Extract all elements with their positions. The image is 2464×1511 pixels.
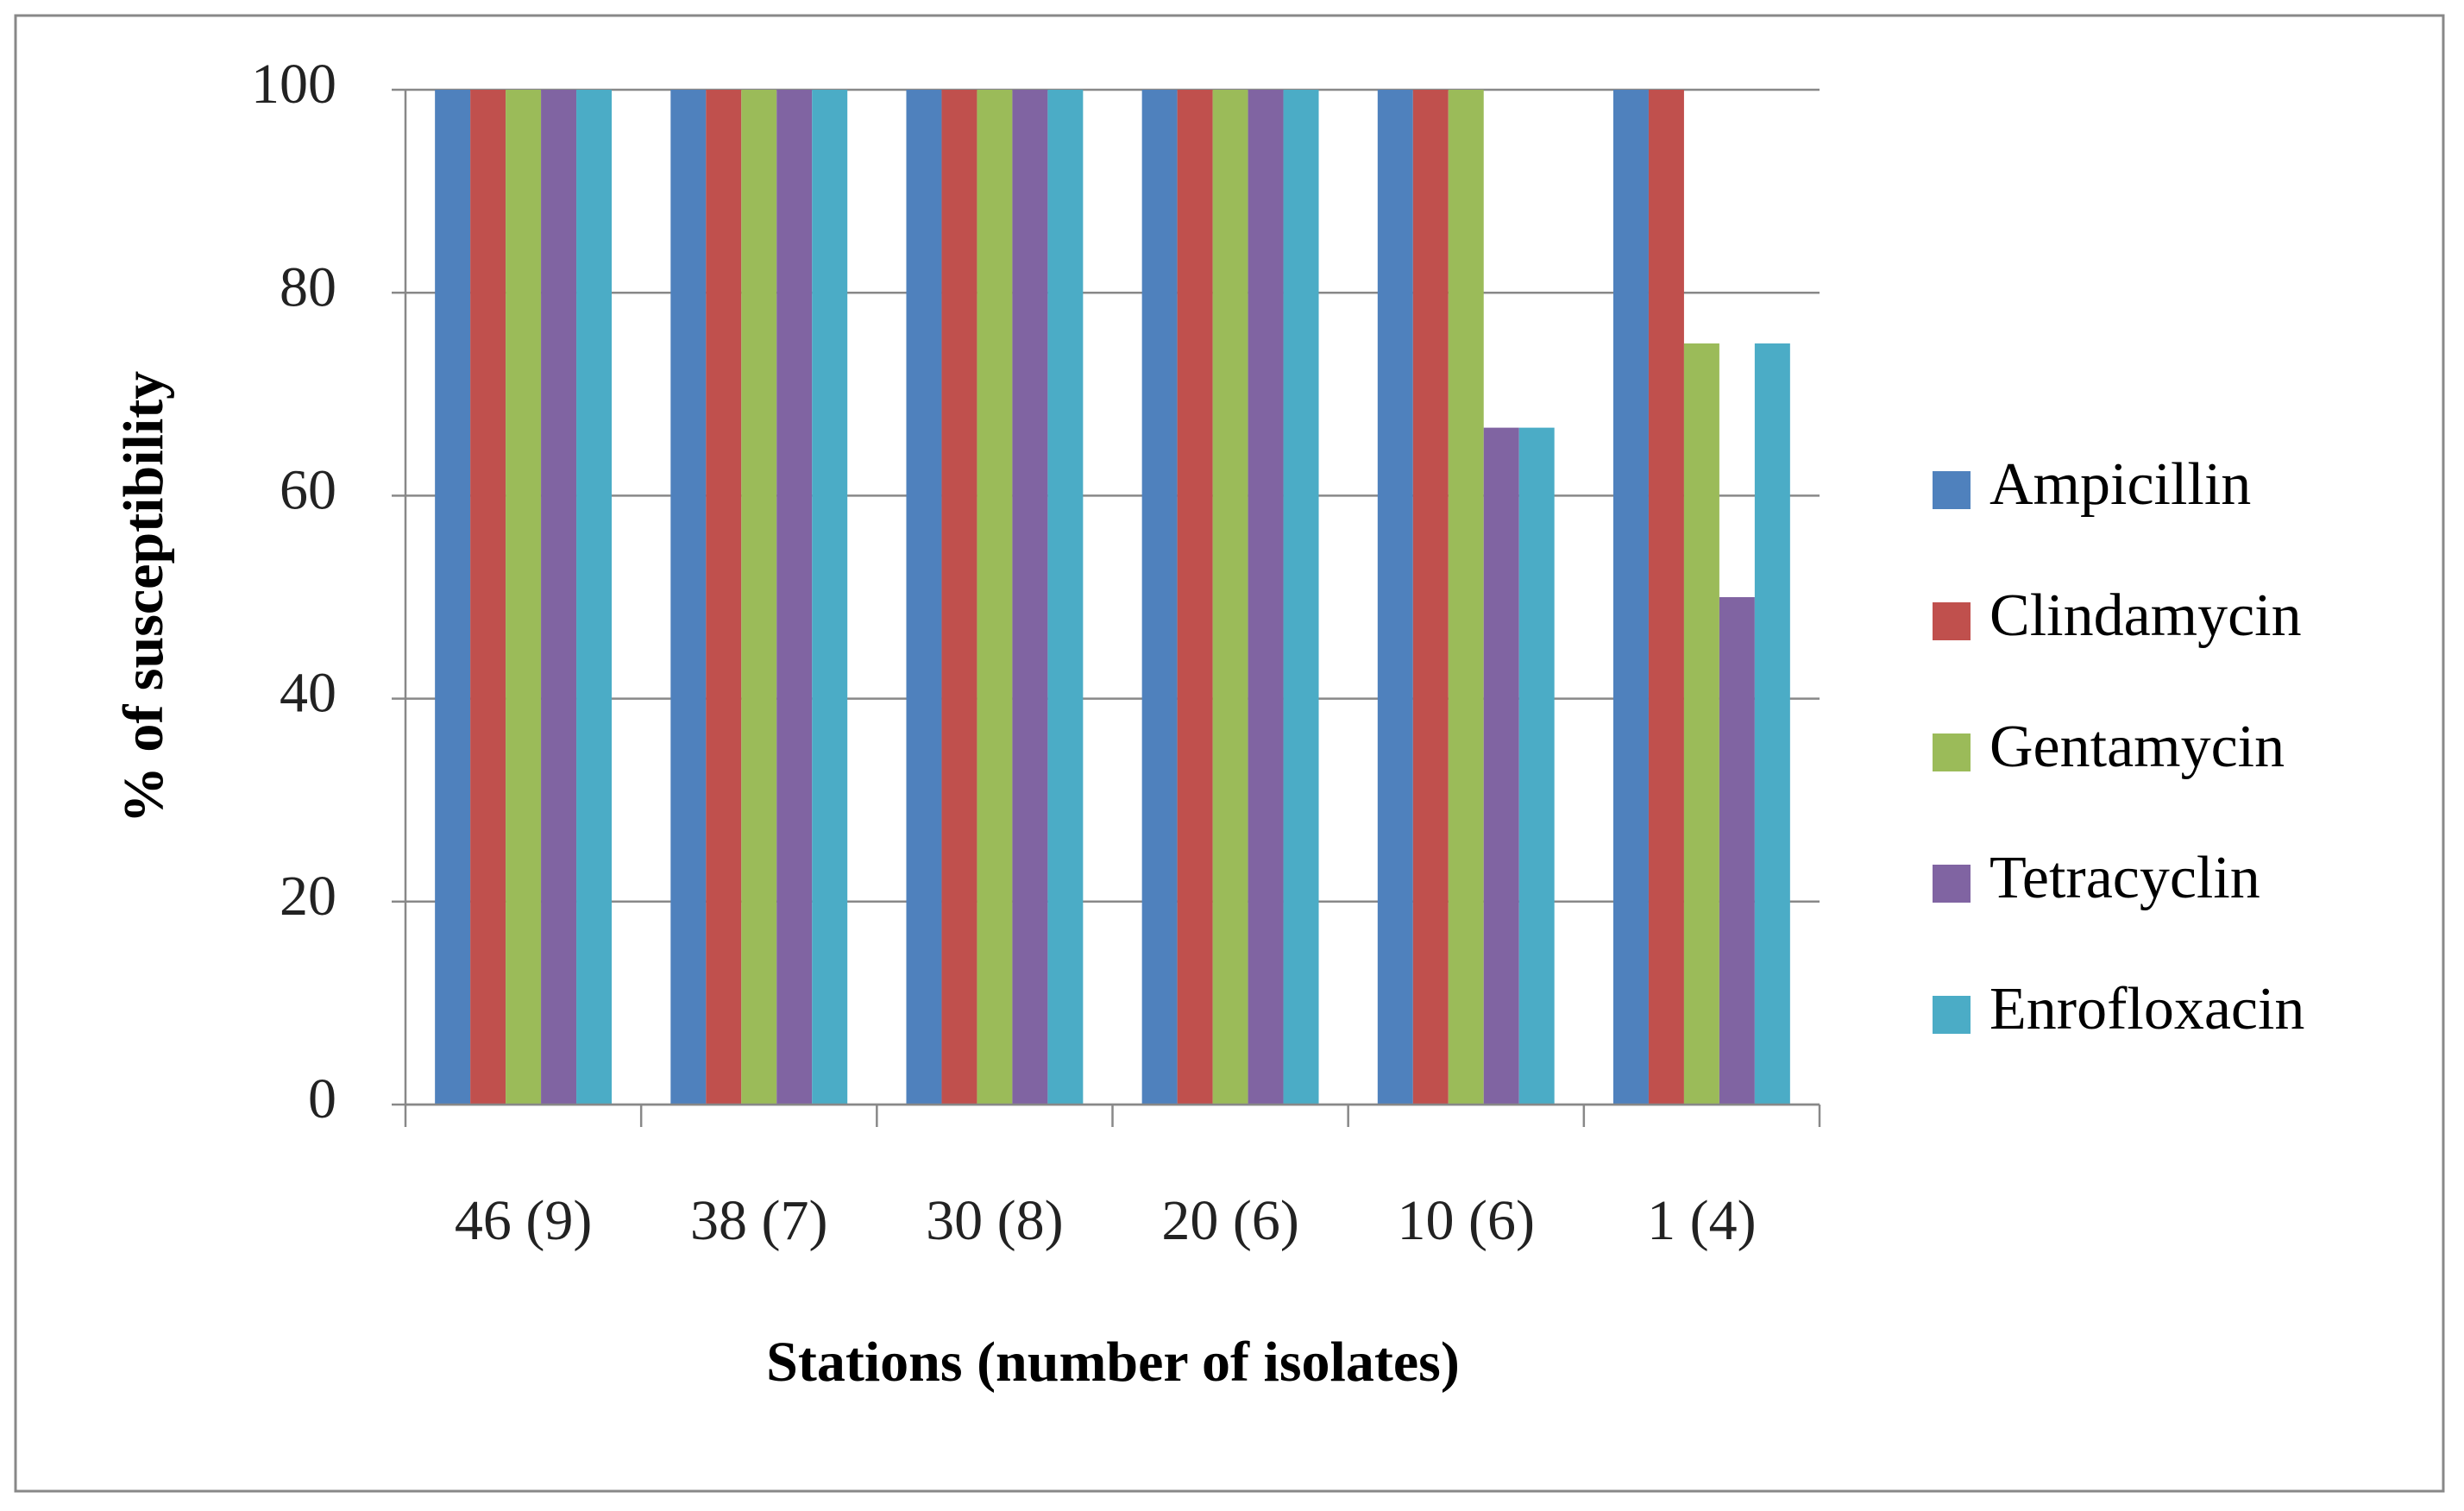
- bar: [1412, 90, 1449, 1105]
- legend-label: Tetracyclin: [1989, 845, 2260, 911]
- x-tick-label: 38 (7): [690, 1189, 827, 1252]
- bar: [576, 90, 613, 1105]
- bar: [670, 90, 707, 1105]
- bar: [776, 90, 813, 1105]
- bar: [706, 90, 742, 1105]
- legend-label: Gentamycin: [1989, 714, 2285, 780]
- bar: [1177, 90, 1213, 1105]
- bar: [906, 90, 942, 1105]
- bar: [1377, 90, 1413, 1105]
- y-axis-title: % of susceptibility: [112, 371, 175, 823]
- bar: [1483, 427, 1519, 1105]
- y-tick-label: 60: [280, 459, 336, 522]
- legend-label: Ampicillin: [1989, 451, 2251, 518]
- legend-swatch: [1933, 865, 1971, 903]
- bar: [1283, 90, 1319, 1105]
- bar: [1719, 597, 1755, 1105]
- y-tick-label: 80: [280, 255, 336, 318]
- bar: [1683, 343, 1719, 1105]
- y-tick-label: 40: [280, 662, 336, 725]
- bar: [941, 90, 977, 1105]
- bar: [1518, 427, 1555, 1105]
- bar: [470, 90, 506, 1105]
- bar: [435, 90, 471, 1105]
- bar: [1212, 90, 1248, 1105]
- bar: [1248, 90, 1284, 1105]
- y-tick-label: 20: [280, 865, 336, 928]
- bar: [1754, 343, 1790, 1105]
- x-axis-title: Stations (number of isolates): [766, 1331, 1460, 1394]
- x-tick-label: 10 (6): [1398, 1189, 1535, 1252]
- bar: [1648, 90, 1684, 1105]
- legend-label: Enrofloxacin: [1989, 976, 2304, 1042]
- x-tick-label: 1 (4): [1647, 1189, 1756, 1252]
- bar: [1141, 90, 1178, 1105]
- legend-swatch: [1933, 602, 1971, 640]
- legend-swatch: [1933, 733, 1971, 771]
- bar: [1047, 90, 1084, 1105]
- bar: [1448, 90, 1484, 1105]
- bar: [541, 90, 577, 1105]
- x-tick-label: 46 (9): [455, 1189, 592, 1252]
- legend-swatch: [1933, 471, 1971, 509]
- x-tick-label: 30 (8): [926, 1189, 1063, 1252]
- bar: [1012, 90, 1048, 1105]
- y-tick-label: 0: [308, 1067, 336, 1130]
- bar: [812, 90, 848, 1105]
- bar: [506, 90, 542, 1105]
- y-tick-label: 100: [251, 53, 336, 116]
- bar: [1612, 90, 1649, 1105]
- bar: [741, 90, 777, 1105]
- legend-swatch: [1933, 996, 1971, 1034]
- x-tick-label: 20 (6): [1161, 1189, 1298, 1252]
- bar: [977, 90, 1013, 1105]
- legend-label: Clindamycin: [1989, 582, 2302, 649]
